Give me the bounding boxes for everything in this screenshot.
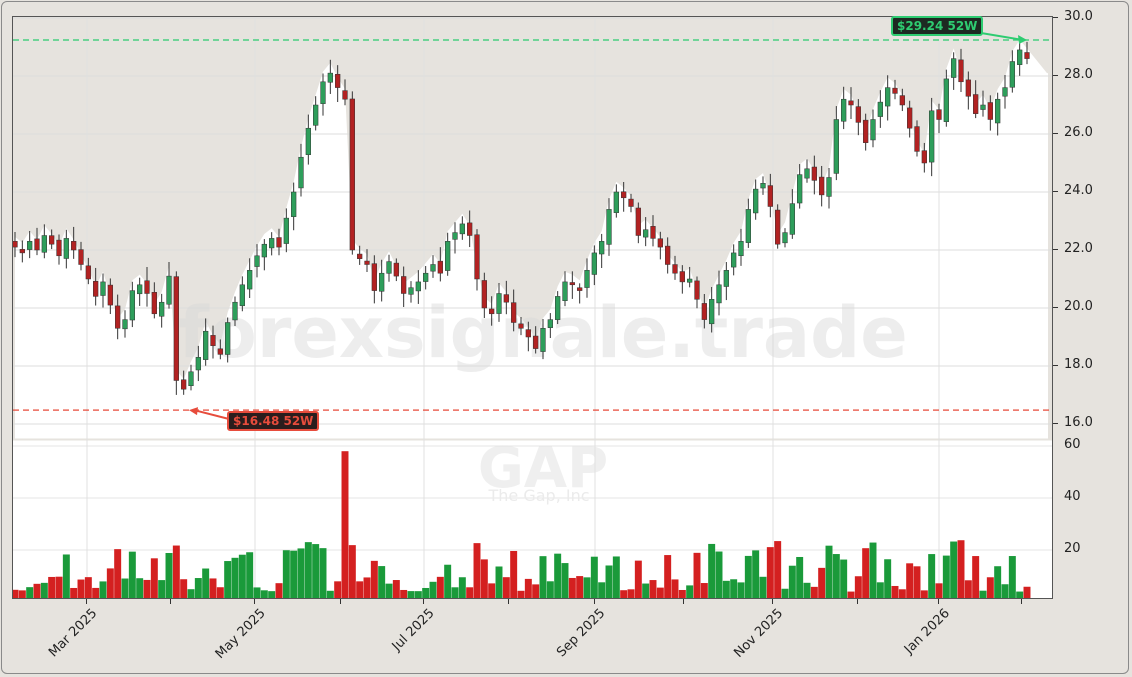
price-tick-label: 28.0 — [1064, 67, 1093, 82]
price-tick-label: 18.0 — [1064, 357, 1093, 372]
chart-plot-area: forexsignale.trade GAP The Gap, Inc — [12, 16, 1053, 599]
price-tick-label: 26.0 — [1064, 125, 1093, 140]
svg-text:GAP: GAP — [478, 436, 608, 501]
price-tick-label: 22.0 — [1064, 241, 1093, 256]
volume-tick-label: 20 — [1064, 541, 1081, 556]
price-tick-label: 30.0 — [1064, 9, 1093, 24]
price-tick-label: 16.0 — [1064, 415, 1093, 430]
volume-tick-label: 60 — [1064, 437, 1081, 452]
volume-tick-label: 40 — [1064, 489, 1081, 504]
high-52w-label: $29.24 52W — [891, 16, 984, 36]
price-tick-label: 20.0 — [1064, 299, 1093, 314]
svg-text:The Gap, Inc: The Gap, Inc — [487, 486, 589, 505]
price-tick-label: 24.0 — [1064, 183, 1093, 198]
low-52w-label: $16.48 52W — [227, 411, 320, 431]
